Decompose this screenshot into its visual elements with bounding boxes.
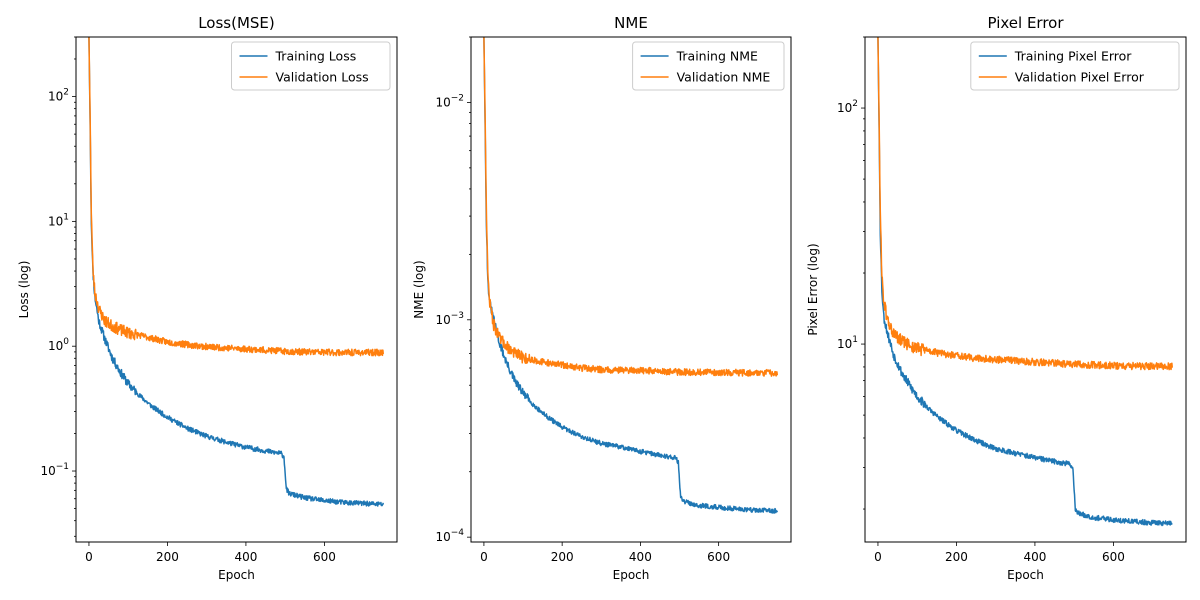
y-tick-label: 10−3: [435, 311, 464, 327]
y-tick-label: 100: [48, 337, 69, 353]
y-tick-label: 10−4: [435, 528, 464, 544]
axes-frame: [75, 36, 398, 543]
x-tick-label: 0: [85, 550, 93, 564]
legend-label: Validation NME: [677, 70, 771, 85]
x-axis-label: Epoch: [613, 568, 650, 582]
axes-frame: [864, 36, 1187, 543]
y-tick-label: 102: [837, 99, 858, 115]
panel-title: Pixel Error: [987, 14, 1064, 32]
legend: Training Pixel Error Validation Pixel Err…: [970, 41, 1180, 91]
legend-label: Training NME: [676, 49, 758, 64]
y-tick-label: 102: [48, 88, 69, 104]
y-axis-label: Pixel Error (log): [806, 243, 820, 335]
y-tick-label: 10−2: [435, 93, 464, 109]
x-tick-label: 0: [874, 550, 882, 564]
series-line-validation: [877, 37, 1174, 371]
series-line-training: [877, 37, 1173, 527]
x-tick-label: 200: [945, 550, 968, 564]
x-tick-label: 600: [707, 550, 730, 564]
x-axis-label: Epoch: [1007, 568, 1044, 582]
chart-panel-1: 10−1 100 101 102 0 200 400 600 Loss(MSE) Epoch Los…: [17, 14, 398, 582]
x-tick-label: 200: [156, 550, 179, 564]
legend-box: [231, 41, 391, 91]
legend: Training NME Validation NME: [632, 41, 785, 91]
legend-box: [970, 41, 1180, 91]
legend-label: Validation Loss: [276, 70, 369, 85]
y-axis-label: Loss (log): [17, 261, 31, 319]
legend: Training Loss Validation Loss: [231, 41, 391, 91]
series-group: [877, 37, 1174, 527]
x-axis-label: Epoch: [218, 568, 255, 582]
series-line-training: [483, 37, 779, 514]
x-tick-label: 200: [551, 550, 574, 564]
series-line-validation: [88, 37, 385, 357]
y-tick-label: 10−1: [40, 462, 69, 478]
legend-label: Validation Pixel Error: [1015, 70, 1145, 85]
series-group: [483, 37, 779, 514]
legend-label: Training Pixel Error: [1014, 49, 1133, 64]
x-tick-label: 400: [234, 550, 257, 564]
panel-title: NME: [614, 14, 648, 32]
series-group: [88, 37, 385, 507]
x-tick-label: 400: [629, 550, 652, 564]
x-tick-label: 400: [1023, 550, 1046, 564]
legend-box: [632, 41, 785, 91]
legend-label: Training Loss: [275, 49, 357, 64]
x-tick-label: 600: [1102, 550, 1125, 564]
series-line-training: [88, 37, 384, 507]
chart-panel-3: 101 102 0 200 400 600 Pixel Error Epoch Pixel Er…: [806, 14, 1187, 582]
axes-frame: [470, 36, 792, 543]
y-tick-label: 101: [48, 212, 69, 228]
y-tick-label: 101: [837, 335, 858, 351]
x-tick-label: 600: [313, 550, 336, 564]
y-axis-label: NME (log): [412, 260, 426, 318]
x-tick-label: 0: [480, 550, 488, 564]
series-line-validation: [483, 37, 779, 377]
panel-title: Loss(MSE): [198, 14, 275, 32]
chart-panel-2: 10−4 10−3 10−2 0 200 400 600 NME Epoch NME (log) T…: [412, 14, 792, 582]
